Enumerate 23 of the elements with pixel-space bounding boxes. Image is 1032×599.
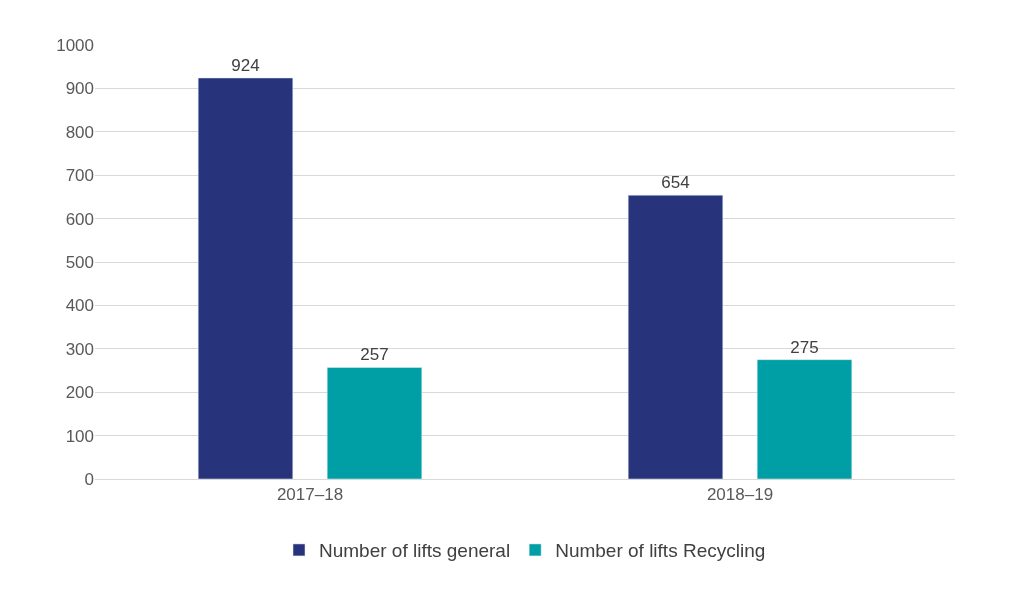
y-tick-label: 0 [84,469,94,489]
bar [627,194,724,479]
y-tick-label: 100 [65,426,94,446]
y-tick-label: 800 [65,122,94,142]
y-tick-label: 1000 [56,35,94,55]
legend-label: Number of lifts general [319,540,511,562]
bar [756,359,853,479]
x-tick-label: 2017–18 [276,485,344,505]
y-tick-label: 200 [65,383,94,403]
y-tick-label: 500 [65,252,94,272]
data-label: 654 [661,173,690,193]
y-tick-label: 600 [65,209,94,229]
data-label: 924 [231,55,260,75]
data-label: 275 [790,337,819,357]
y-tick-label: 400 [65,296,94,316]
y-tick-label: 700 [65,166,94,186]
bar [326,367,423,479]
data-label: 257 [360,345,389,365]
legend-label: Number of lifts Recycling [555,540,766,562]
y-tick-label: 300 [65,339,94,359]
y-tick-label: 900 [65,79,94,99]
bar [197,77,294,479]
x-tick-label: 2018–19 [706,485,774,505]
